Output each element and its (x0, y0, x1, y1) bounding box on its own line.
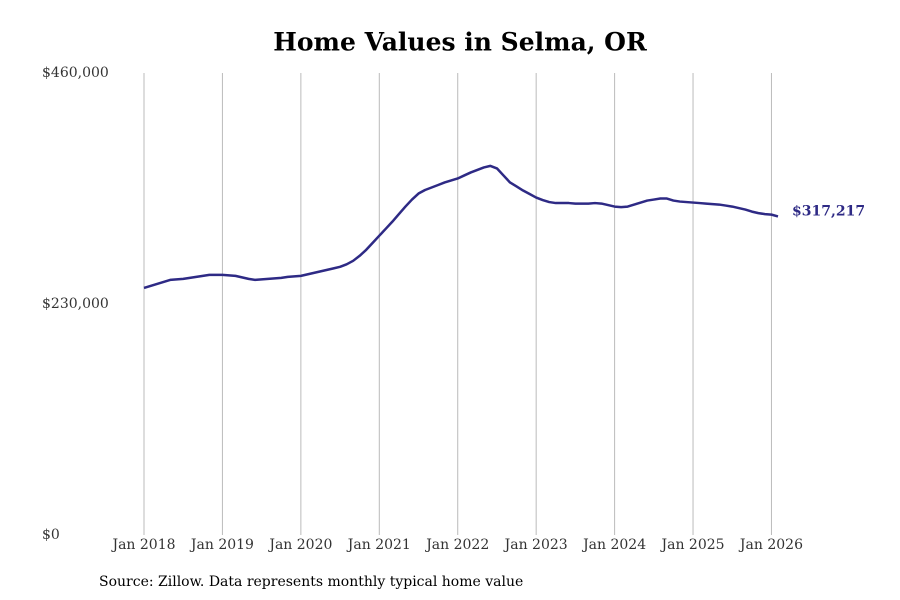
source-note: Source: Zillow. Data represents monthly … (99, 574, 523, 590)
x-tick-label: Jan 2018 (110, 537, 175, 553)
y-tick-label: $460,000 (42, 65, 109, 81)
x-tick-label: Jan 2021 (346, 537, 411, 553)
x-tick-label: Jan 2022 (424, 537, 489, 553)
x-tick-label: Jan 2026 (738, 537, 803, 553)
x-tick-label: Jan 2025 (659, 537, 724, 553)
chart-title: Home Values in Selma, OR (273, 28, 647, 57)
y-tick-label: $230,000 (42, 296, 109, 312)
x-tick-label: Jan 2019 (189, 537, 254, 553)
x-tick-label: Jan 2024 (581, 537, 646, 553)
x-tick-label: Jan 2020 (267, 537, 332, 553)
y-tick-label: $0 (42, 527, 60, 543)
value-label: $317,217 (792, 203, 865, 219)
x-tick-label: Jan 2023 (503, 537, 568, 553)
line (143, 164, 779, 290)
